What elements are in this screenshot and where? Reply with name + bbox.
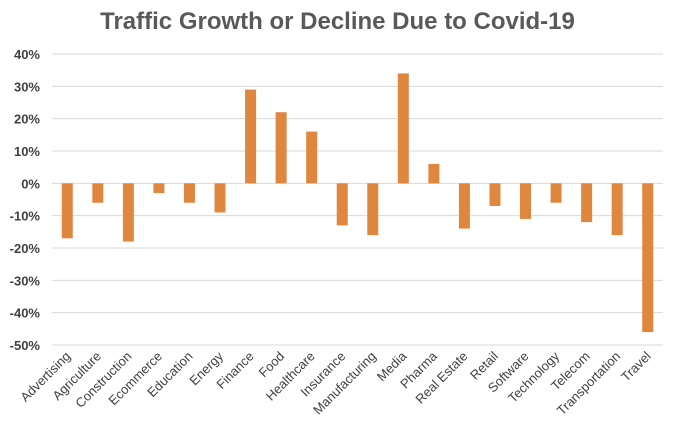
bar [275,112,287,184]
y-tick-label: 30% [14,79,40,94]
bar [397,73,409,184]
x-tick-label: Travel [618,348,654,384]
y-tick-label: -40% [10,306,41,321]
bar [520,183,532,219]
bar [61,183,73,239]
y-tick-label: -30% [10,273,41,288]
bar [245,89,257,184]
bar [92,183,104,203]
y-tick-label: -20% [10,241,41,256]
bar [458,183,470,229]
bar [428,163,440,184]
bar [214,183,226,213]
bar [367,183,379,236]
bar [611,183,623,236]
bar [122,183,134,242]
bar [336,183,348,226]
bar [581,183,593,223]
bar [153,183,165,194]
y-tick-label: -10% [10,209,41,224]
y-tick-label: 40% [14,47,40,62]
bar [642,183,654,333]
bar [183,183,195,203]
bar [489,183,501,206]
y-tick-label: -50% [10,338,41,353]
y-tick-label: 0% [21,176,40,191]
chart-title: Traffic Growth or Decline Due to Covid-1… [100,8,575,35]
bar [550,183,562,203]
bar [306,131,318,184]
y-tick-label: 20% [14,112,40,127]
y-tick-label: 10% [14,144,40,159]
